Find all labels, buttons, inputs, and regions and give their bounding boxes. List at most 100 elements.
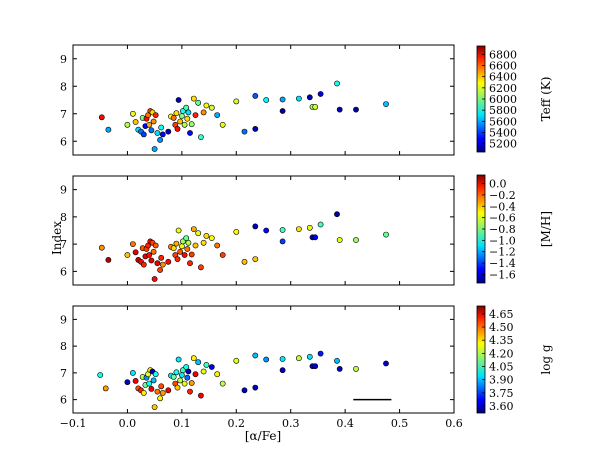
data-point — [181, 252, 188, 258]
data-point — [306, 94, 313, 101]
colorbar: 0.0−0.2−0.4−0.6−0.8−1.0−1.2−1.4−1.6 [M/H] — [476, 174, 553, 284]
data-point — [263, 227, 270, 234]
axes-frame — [72, 175, 455, 286]
data-point — [252, 256, 259, 262]
data-point — [132, 249, 139, 256]
data-point — [184, 246, 191, 252]
data-point — [187, 260, 193, 267]
colorbar-tick-label: −0.6 — [489, 212, 516, 225]
data-point — [197, 264, 204, 271]
colorbar: 3.603.753.904.054.204.354.504.65 log g — [476, 305, 553, 414]
data-point — [295, 355, 302, 362]
data-point — [174, 256, 181, 262]
colorbar-tick-label: 4.65 — [489, 308, 514, 321]
colorbar-tick-label: −1.2 — [489, 246, 516, 259]
data-point — [252, 352, 259, 359]
data-point — [279, 108, 286, 114]
colorbar-tick-label: −1.4 — [489, 257, 516, 270]
data-point — [150, 118, 157, 125]
data-point — [129, 110, 136, 117]
data-point — [197, 134, 204, 140]
data-point — [190, 226, 197, 232]
data-point — [173, 110, 180, 117]
data-point — [334, 211, 340, 218]
data-point — [214, 242, 221, 249]
data-point — [208, 235, 215, 241]
data-point — [252, 93, 259, 99]
data-point — [146, 121, 153, 128]
x-tick-label: 0.5 — [391, 417, 409, 430]
data-point — [158, 254, 165, 261]
data-point — [148, 127, 155, 134]
data-point — [102, 385, 109, 392]
data-point — [173, 369, 180, 376]
data-point — [219, 380, 226, 387]
y-axis-label: Index — [50, 221, 64, 255]
data-point — [140, 131, 147, 138]
data-point — [183, 364, 190, 370]
data-point — [219, 121, 226, 128]
x-tick-label: 0.6 — [445, 417, 463, 430]
data-point — [195, 99, 202, 106]
data-point — [214, 371, 221, 378]
data-point — [184, 374, 191, 381]
data-point — [181, 121, 188, 128]
data-point — [219, 252, 226, 258]
data-point — [175, 227, 182, 234]
colorbar-label: Teff (K) — [539, 77, 553, 122]
data-point — [124, 252, 131, 258]
data-point — [197, 392, 204, 399]
data-point — [192, 371, 199, 378]
y-tick-label: 9 — [60, 184, 67, 197]
data-point — [188, 251, 195, 258]
data-point — [140, 389, 147, 396]
data-point — [181, 380, 188, 387]
axes-frame — [72, 44, 455, 156]
data-point — [317, 350, 324, 357]
data-point — [317, 221, 324, 228]
data-point — [188, 121, 195, 128]
data-point — [174, 384, 181, 391]
colorbar-tick-label: 6600 — [489, 60, 517, 73]
axes-frame — [72, 305, 455, 414]
colorbar-tick-label: 6000 — [489, 93, 517, 106]
data-point — [152, 112, 159, 118]
colorbar-tick-label: 6400 — [489, 71, 517, 84]
data-point — [140, 261, 147, 268]
panel-middle: 6 7 8 9 0.0−0.2−0.4−0.6−0.8−1.0−1.2−1.4−1.6… — [50, 174, 553, 286]
data-point — [306, 353, 313, 360]
data-point — [185, 109, 192, 116]
data-point — [187, 130, 193, 136]
data-point — [200, 239, 207, 246]
data-point — [263, 356, 270, 363]
data-point — [312, 234, 319, 241]
data-point — [252, 384, 259, 391]
colorbar-tick-label: 3.90 — [489, 374, 514, 387]
data-point — [178, 243, 185, 250]
data-point — [129, 241, 136, 247]
x-tick-label: −0.1 — [60, 417, 87, 430]
data-point — [183, 235, 190, 241]
data-point — [383, 231, 389, 238]
y-tick-label: 8 — [60, 211, 67, 224]
colorbar-tick-label: 3.60 — [489, 400, 514, 413]
data-point — [165, 387, 172, 394]
y-tick-label: 6 — [60, 265, 67, 278]
data-point — [233, 228, 240, 235]
data-point — [336, 106, 343, 113]
data-point — [203, 232, 210, 239]
data-point — [124, 121, 131, 128]
data-point — [241, 128, 248, 135]
y-tick-label: 7 — [60, 238, 67, 251]
colorbar-label: [M/H] — [539, 211, 553, 247]
data-point — [233, 357, 240, 364]
data-point — [336, 237, 343, 243]
data-point — [383, 360, 389, 367]
data-point — [195, 230, 202, 237]
colorbar-tick-label: 6200 — [489, 82, 517, 95]
data-point — [165, 258, 172, 265]
data-point — [146, 380, 153, 387]
data-point — [336, 365, 343, 372]
